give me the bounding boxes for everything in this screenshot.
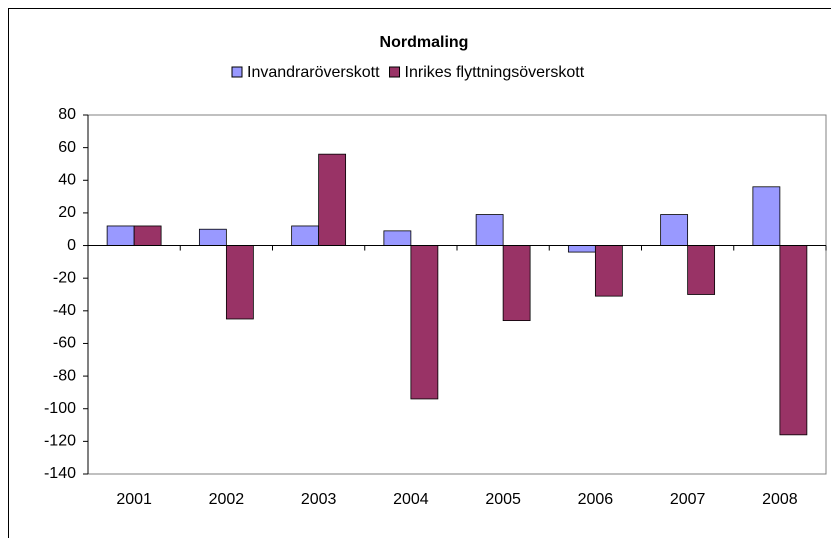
bar [106, 225, 135, 246]
bar [567, 245, 596, 253]
bar [318, 153, 347, 246]
bar [225, 245, 254, 320]
x-tick-label: 2003 [301, 491, 337, 508]
y-tick-label: 20 [58, 204, 76, 221]
y-tick-label: -60 [53, 335, 76, 352]
y-tick-label: -20 [53, 269, 76, 286]
y-tick-label: 60 [58, 139, 76, 156]
legend-label: Invandraröverskott [247, 64, 380, 81]
y-tick-label: -120 [44, 433, 76, 450]
bar [198, 228, 227, 246]
y-tick-label: -40 [53, 302, 76, 319]
x-tick-label: 2002 [209, 491, 245, 508]
bar [779, 245, 808, 436]
bar [502, 245, 531, 322]
x-tick-label: 2005 [485, 491, 521, 508]
bar [660, 214, 689, 246]
y-tick-label: 40 [58, 171, 76, 188]
x-tick-label: 2001 [116, 491, 152, 508]
legend-swatch [389, 66, 401, 78]
x-tick-label: 2007 [670, 491, 706, 508]
bar [594, 245, 623, 297]
y-tick-label: 0 [67, 237, 76, 254]
bar [410, 245, 439, 400]
x-tick-label: 2004 [393, 491, 429, 508]
legend-swatch [231, 66, 243, 78]
chart-title: Nordmaling [380, 34, 469, 51]
legend-label: Inrikes flyttningsöverskott [405, 64, 585, 81]
bar [291, 225, 320, 246]
x-tick-label: 2006 [578, 491, 614, 508]
bar [687, 245, 716, 295]
bar [133, 225, 162, 246]
y-tick-label: -140 [44, 465, 76, 482]
bar [383, 230, 412, 246]
bar [475, 214, 504, 246]
x-tick-label: 2008 [762, 491, 798, 508]
y-tick-label: -100 [44, 400, 76, 417]
y-tick-label: -80 [53, 367, 76, 384]
bar [752, 186, 781, 246]
y-tick-label: 80 [58, 106, 76, 123]
